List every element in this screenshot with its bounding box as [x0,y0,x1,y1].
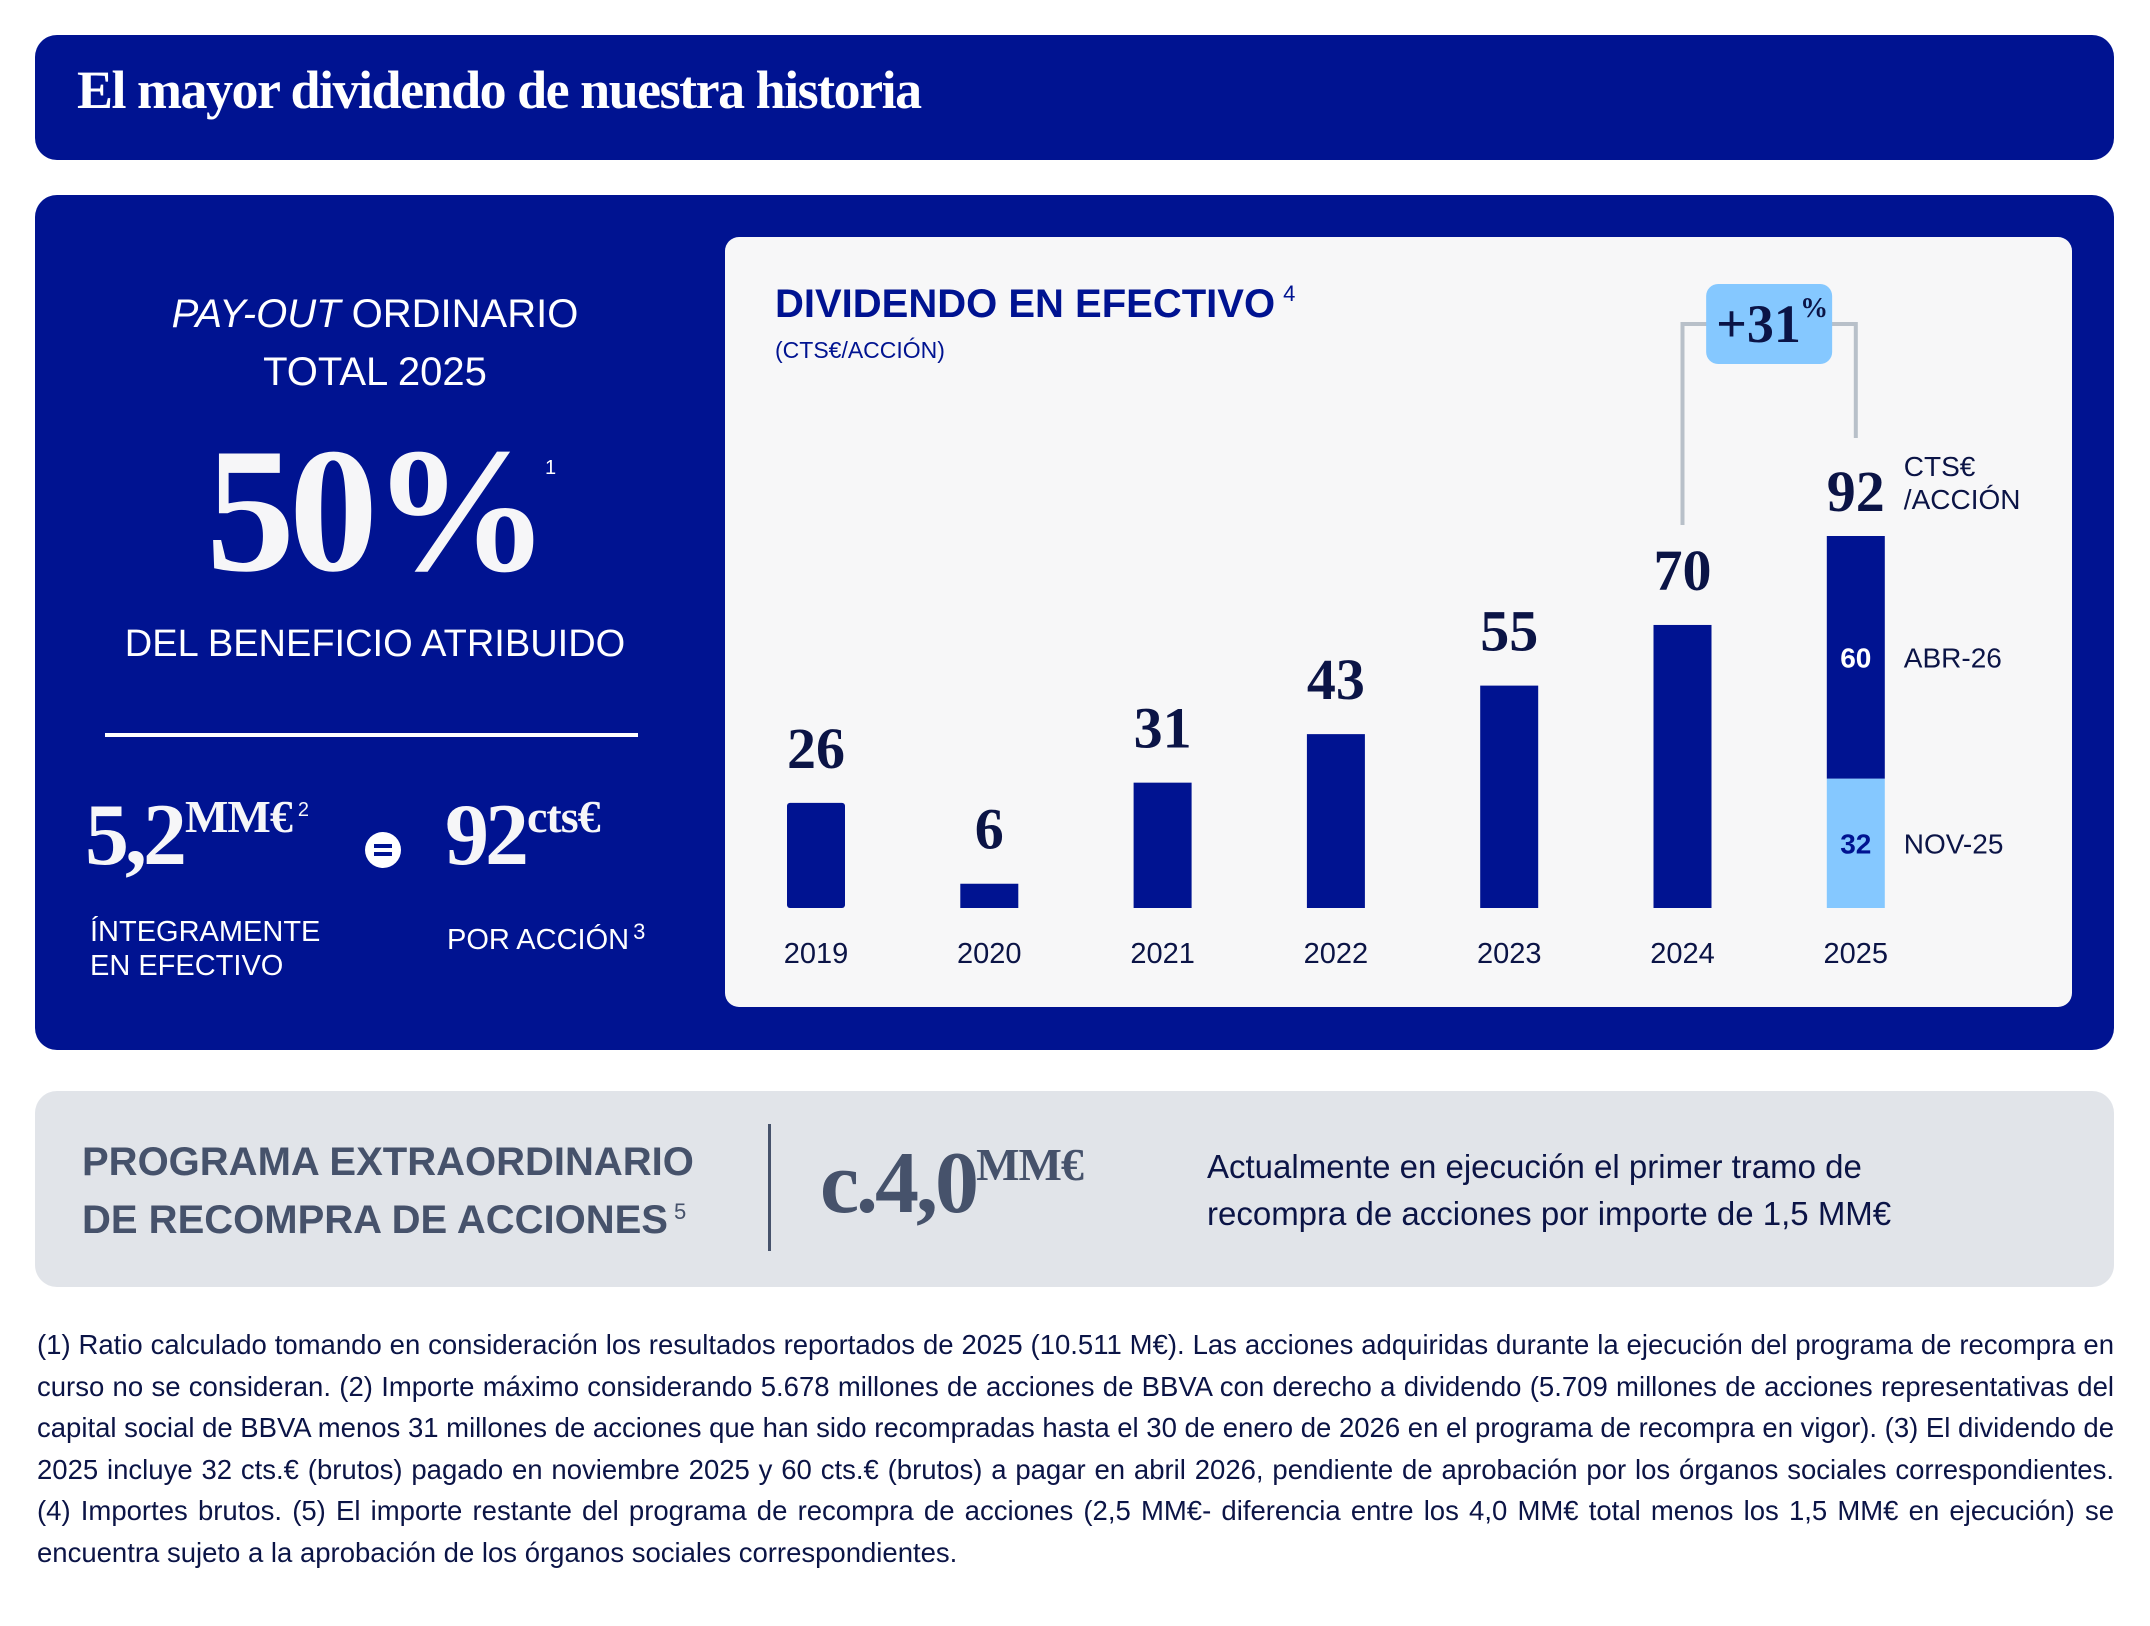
growth-bracket-right [1829,322,1858,438]
caption-line: ÍNTEGRAMENTE [90,916,321,948]
x-tick-label: 2023 [1477,938,1542,970]
x-tick-label: 2020 [957,938,1022,970]
per-share-caption: POR ACCIÓN 3 [447,915,645,957]
divider [105,733,638,737]
chart-title-text: DIVIDENDO EN EFECTIVO [775,282,1276,326]
x-tick-label: 2024 [1650,938,1715,970]
footnotes: (1) Ratio calculado tomando en considera… [37,1329,2114,1568]
growth-badge-value: +31 [1716,294,1801,354]
bar-value-label: 26 [787,716,845,781]
buyback-footnote-ref: 5 [673,1199,687,1224]
payout-heading-italic: PAY-OUT [171,292,341,336]
payout-heading-line2: TOTAL 2025 [263,350,487,394]
bar-segment-abr-26 [1826,536,1885,779]
total-unit-label: CTS€ [1904,451,1976,482]
buyback-title-line: DE RECOMPRA DE ACCIONES [82,1198,668,1242]
payout-heading-rest: ORDINARIO [340,292,579,336]
buyback-title-line: PROGRAMA EXTRAORDINARIO [82,1140,694,1184]
page-title: El mayor dividendo de nuestra historia [77,60,922,120]
total-amount-value: 5,2 [85,787,187,884]
buyback-description: Actualmente en ejecución el primer tramo… [1207,1143,1891,1237]
caption-line: POR ACCIÓN [447,924,630,956]
segment-name-label: NOV-25 [1904,828,2004,859]
total-amount-footnote-ref: 2 [297,799,309,821]
growth-bracket-left [1680,322,1709,525]
bar-2023 [1480,685,1539,908]
per-share-unit: cts€ [527,791,601,842]
per-share-value: 92 [445,787,529,884]
payout-value: 50% [206,411,550,609]
vertical-divider [768,1124,771,1251]
buyback-value: c.4,0 [820,1135,979,1232]
growth-badge [1706,284,1833,364]
total-unit-label: /ACCIÓN [1904,484,2021,515]
chart-subtitle: (CTS€/ACCIÓN) [775,337,945,363]
caption-line: EN EFECTIVO [90,950,284,982]
bar-segment-nov-25 [1826,778,1885,908]
buyback-band: PROGRAMA EXTRAORDINARIO DE RECOMPRA DE A… [35,1091,2114,1287]
bar-2021 [1133,782,1192,908]
bar-2022 [1306,734,1365,908]
x-tick-label: 2021 [1130,938,1195,970]
bar-value-label: 6 [975,797,1004,862]
buyback-unit: MM€ [976,1139,1084,1190]
payout-heading: PAY-OUT ORDINARIO TOTAL 2025 [35,285,715,401]
header-banner: El mayor dividendo de nuestra historia [35,35,2114,160]
bar-2024 [1653,624,1712,908]
bar-2020 [960,883,1019,908]
dividend-bar-chart: 26 2019 6 2020 31 2021 43 2022 55 2023 70 2024 32 NOV… [784,284,2021,970]
payout-subtitle: DEL BENEFICIO ATRIBUIDO [124,623,626,665]
segment-value-label: 32 [1840,828,1871,859]
x-tick-label: 2019 [784,938,849,970]
bar-value-label: 92 [1827,459,1885,524]
total-amount-unit: MM€ [185,791,293,842]
x-tick-label: 2022 [1304,938,1369,970]
buyback-description-line: Actualmente en ejecución el primer tramo… [1207,1148,1862,1185]
equals-circle-icon [365,832,401,868]
per-share-footnote-ref: 3 [633,919,646,944]
buyback-description-line: recompra de acciones por importe de 1,5 … [1207,1195,1892,1232]
bar-value-label: 55 [1480,599,1538,664]
segment-name-label: ABR-26 [1904,642,2002,673]
bar-value-label: 70 [1654,538,1712,603]
x-tick-label: 2025 [1824,938,1889,970]
per-share-figure: 92cts€ [445,785,601,886]
dividend-chart-card: DIVIDENDO EN EFECTIVO 4 (CTS€/ACCIÓN) 26 2… [725,237,2072,1007]
total-amount-figure: 5,2MM€ 2 [85,785,309,886]
bar-2019 [787,802,845,908]
chart-title-footnote-ref: 4 [1283,281,1296,306]
buyback-amount: c.4,0MM€ [820,1133,1084,1234]
chart-title: DIVIDENDO EN EFECTIVO 4 [775,281,1295,327]
total-amount-caption: ÍNTEGRAMENTE EN EFECTIVO [90,915,320,983]
bar-value-label: 31 [1134,696,1192,761]
growth-badge-percent: % [1800,293,1828,324]
segment-value-label: 60 [1840,642,1871,673]
buyback-title: PROGRAMA EXTRAORDINARIO DE RECOMPRA DE A… [82,1137,694,1245]
bar-value-label: 43 [1307,647,1365,712]
payout-footnote-ref: 1 [545,457,557,479]
